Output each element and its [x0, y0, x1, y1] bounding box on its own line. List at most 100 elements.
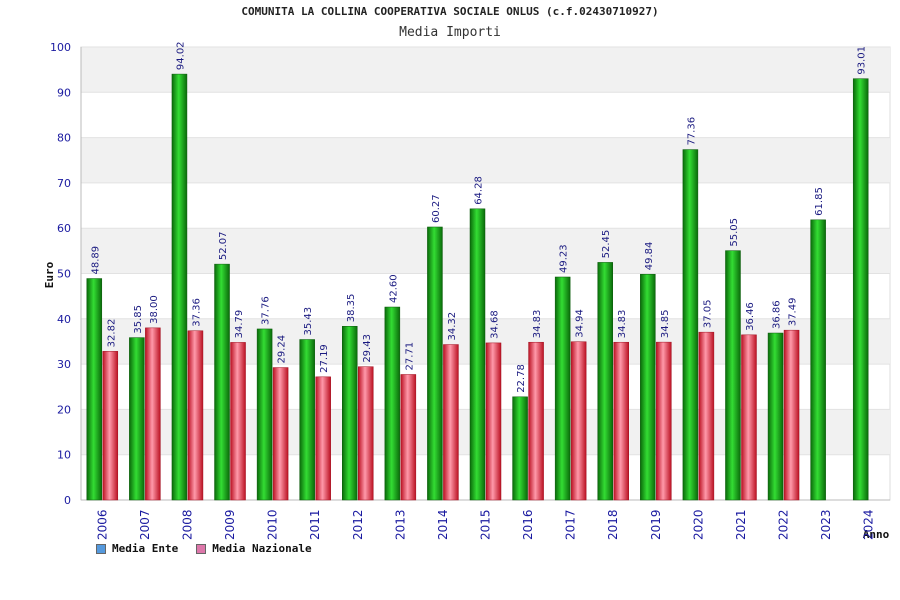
data-label-media-ente: 61.85	[814, 187, 825, 216]
x-tick-label: 2008	[180, 509, 194, 540]
data-label-media-nazionale: 37.36	[191, 298, 202, 327]
bar-media-ente	[299, 339, 315, 501]
data-label-media-nazionale: 34.83	[532, 310, 543, 339]
grid-band	[81, 137, 890, 183]
data-label-media-ente: 38.35	[346, 294, 357, 323]
bar-media-nazionale	[400, 374, 417, 501]
x-tick-label: 2009	[223, 509, 237, 540]
bar-media-ente	[469, 208, 486, 501]
data-label-media-ente: 77.36	[686, 117, 697, 146]
bar-media-nazionale	[272, 367, 289, 501]
bar-media-ente	[512, 396, 528, 501]
x-tick-label: 2021	[734, 509, 748, 540]
x-tick-label: 2012	[351, 509, 365, 540]
data-label-media-ente: 22.78	[516, 364, 527, 393]
legend-label-media-nazionale: Media Nazionale	[212, 542, 312, 555]
bar-media-ente	[554, 276, 571, 501]
y-tick-label: 30	[57, 358, 71, 371]
bar-media-ente	[342, 326, 358, 501]
data-label-media-nazionale: 34.94	[575, 309, 586, 338]
bar-media-ente	[129, 337, 145, 501]
x-axis-label: Anno	[863, 528, 890, 541]
y-tick-label: 40	[57, 313, 71, 326]
data-label-media-nazionale: 27.71	[404, 342, 415, 371]
x-tick-label: 2014	[436, 509, 450, 540]
bar-media-ente	[852, 78, 869, 501]
y-axis-label: Euro	[43, 261, 56, 288]
y-tick-label: 70	[57, 177, 71, 190]
data-label-media-ente: 93.01	[857, 46, 868, 75]
bar-media-ente	[171, 73, 188, 501]
chart-title: COMUNITA LA COLLINA COOPERATIVA SOCIALE …	[241, 5, 659, 18]
bar-media-nazionale	[570, 341, 587, 501]
bar-media-ente	[256, 328, 273, 501]
data-label-media-ente: 48.89	[90, 246, 101, 275]
legend-swatch-media-ente	[96, 543, 106, 554]
x-tick-label: 2017	[564, 509, 578, 540]
x-tick-label: 2013	[393, 509, 407, 540]
data-label-media-ente: 52.45	[601, 230, 612, 259]
x-tick-label: 2006	[95, 509, 109, 540]
data-label-media-ente: 37.76	[261, 296, 272, 325]
y-tick-label: 60	[57, 222, 71, 235]
data-label-media-nazionale: 29.43	[362, 334, 373, 363]
bar-media-nazionale	[698, 331, 715, 501]
data-label-media-ente: 60.27	[431, 194, 442, 223]
data-label-media-ente: 35.85	[133, 305, 144, 334]
data-label-media-nazionale: 34.85	[660, 309, 671, 338]
x-tick-label: 2022	[777, 509, 791, 540]
x-tick-label: 2011	[308, 509, 322, 540]
legend-swatch-media-nazionale	[196, 543, 207, 554]
bar-media-ente	[597, 262, 613, 501]
grid-band	[81, 228, 890, 274]
data-label-media-ente: 49.84	[644, 242, 655, 271]
legend-item-media-nazionale: Media Nazionale	[196, 542, 312, 555]
bar-media-nazionale	[656, 341, 672, 501]
bar-media-nazionale	[783, 329, 800, 501]
data-label-media-nazionale: 37.05	[702, 300, 713, 329]
bar-media-ente	[725, 250, 741, 501]
bar-media-nazionale	[613, 341, 629, 501]
y-tick-label: 10	[57, 449, 71, 462]
data-label-media-ente: 52.07	[218, 231, 229, 260]
bar-media-nazionale	[485, 342, 502, 501]
y-tick-label: 90	[57, 86, 71, 99]
grid-band	[81, 47, 890, 93]
data-label-media-nazionale: 37.49	[788, 298, 799, 327]
bar-media-nazionale	[102, 351, 119, 501]
data-label-media-nazionale: 27.19	[319, 344, 330, 373]
data-label-media-ente: 35.43	[303, 307, 314, 336]
data-label-media-nazionale: 29.24	[277, 335, 288, 364]
x-tick-label: 2024	[862, 509, 876, 540]
data-label-media-ente: 64.28	[474, 176, 485, 205]
chart-subtitle: Media Importi	[399, 25, 501, 40]
bar-media-ente	[86, 278, 103, 501]
x-tick-label: 2010	[266, 509, 280, 540]
x-tick-label: 2019	[649, 509, 663, 540]
y-tick-label: 50	[57, 268, 71, 281]
y-tick-label: 100	[50, 41, 71, 54]
data-label-media-ente: 42.60	[388, 274, 399, 303]
bar-media-nazionale	[528, 341, 544, 501]
y-tick-label: 0	[64, 494, 71, 507]
bar-media-nazionale	[315, 376, 331, 501]
x-tick-label: 2023	[819, 509, 833, 540]
bar-media-nazionale	[741, 334, 757, 501]
data-label-media-nazionale: 34.32	[447, 312, 458, 341]
data-label-media-nazionale: 34.79	[234, 310, 245, 339]
x-tick-label: 2018	[606, 509, 620, 540]
data-label-media-nazionale: 34.68	[490, 310, 501, 339]
bar-media-ente	[427, 226, 443, 501]
y-tick-label: 80	[57, 132, 71, 145]
legend-label-media-ente: Media Ente	[112, 542, 179, 555]
data-label-media-ente: 55.05	[729, 218, 740, 247]
bar-media-nazionale	[145, 327, 161, 501]
data-label-media-nazionale: 38.00	[149, 295, 160, 324]
bar-media-ente	[214, 263, 230, 501]
bar-media-ente	[810, 219, 826, 501]
x-tick-label: 2020	[691, 509, 705, 540]
y-tick-label: 20	[57, 403, 71, 416]
data-label-media-nazionale: 36.46	[745, 302, 756, 331]
x-tick-label: 2015	[479, 509, 493, 540]
